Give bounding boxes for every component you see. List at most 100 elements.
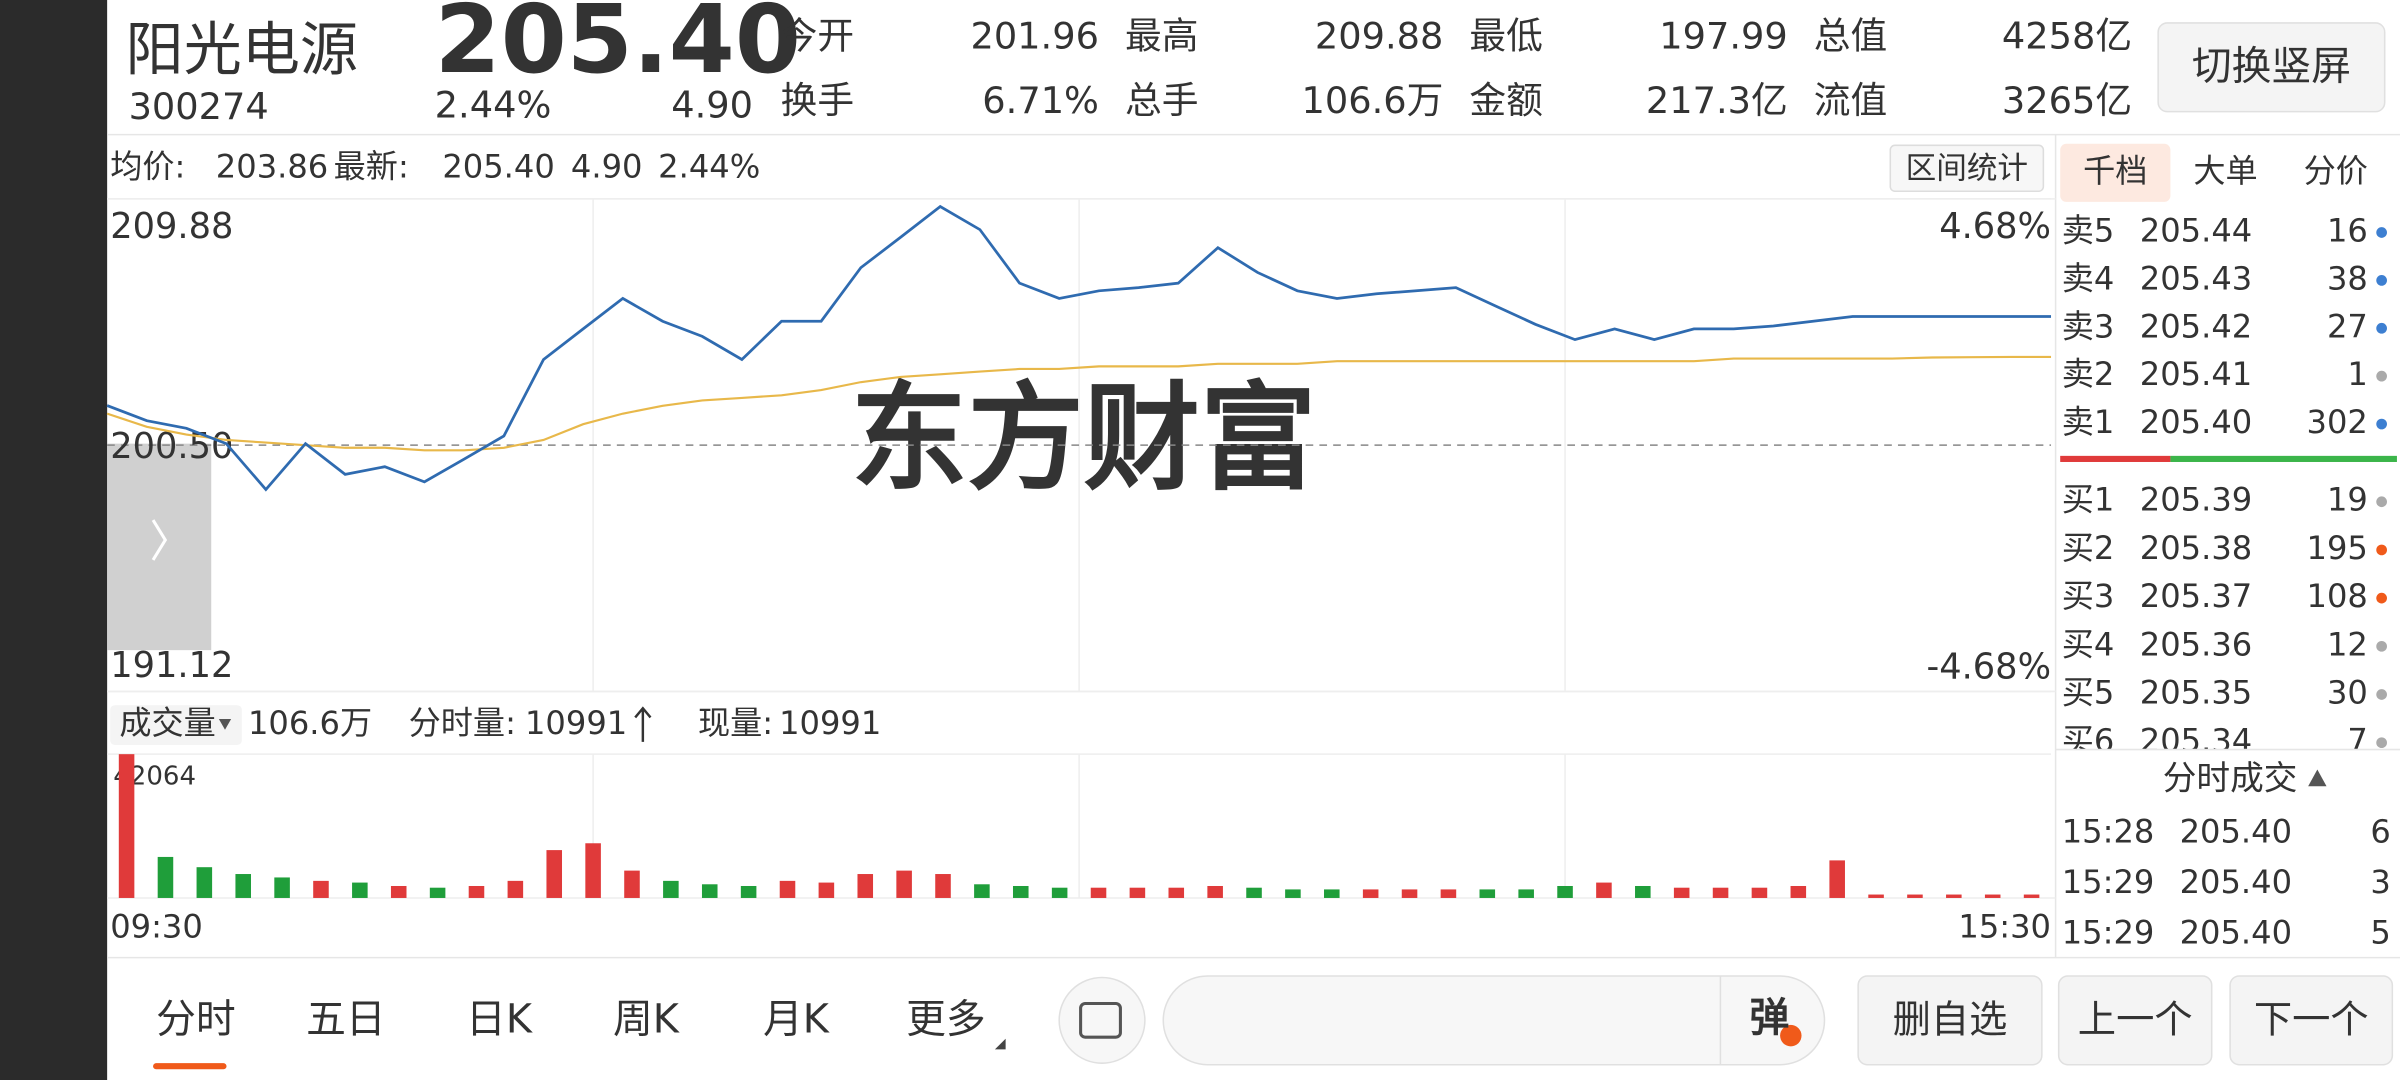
stat-value: 217.3亿: [1646, 79, 1788, 122]
book-price: 205.36: [2140, 625, 2252, 663]
nav-button[interactable]: 下一个: [2254, 997, 2369, 1042]
volume-bar: [274, 877, 290, 898]
volume-bar: [390, 885, 407, 898]
volume-bar: [1790, 885, 1807, 898]
stat-label: 换手: [781, 79, 854, 122]
bid-bar: [2170, 455, 2397, 462]
volume-bar: [1946, 894, 1962, 898]
volume-bar: [313, 880, 329, 898]
volume-bar: [857, 874, 874, 898]
note-button[interactable]: [1058, 976, 1146, 1064]
time-end: 15:30: [1958, 908, 2051, 946]
latest-value: 205.40: [442, 147, 554, 185]
up-arrow: [634, 706, 652, 742]
prev-button[interactable]: [2057, 975, 2213, 1066]
trade-price: 205.40: [2180, 813, 2292, 851]
time-start: 09:30: [110, 908, 203, 946]
volume-bar: [585, 843, 601, 898]
nav-tab[interactable]: 周K: [613, 996, 680, 1042]
stat-label: 金额: [1469, 79, 1542, 122]
trade-qty: 3: [2370, 863, 2390, 901]
change-pct: 2.44%: [435, 84, 552, 127]
more-arrow: [994, 1038, 1006, 1050]
volume-bar: [1168, 887, 1185, 898]
watermark: 东方财富: [851, 371, 1316, 506]
book-label: 卖4: [2062, 259, 2115, 297]
book-qty: 16: [2327, 212, 2368, 250]
trade-price: 205.40: [2180, 863, 2292, 901]
volume-bar: [157, 856, 174, 898]
volume-bar: [1207, 885, 1223, 898]
book-label: 买3: [2062, 577, 2115, 615]
book-label: 买5: [2062, 674, 2115, 712]
book-qty: 27: [2327, 307, 2368, 345]
book-label: 卖2: [2062, 355, 2115, 393]
book-label: 卖3: [2062, 307, 2115, 345]
book-price: 205.41: [2140, 355, 2252, 393]
volume-bar: [507, 880, 524, 898]
volume-bar: [1090, 887, 1107, 898]
book-tab[interactable]: 分价: [2304, 152, 2368, 190]
stat-value: 197.99: [1659, 15, 1788, 58]
avg-value: 203.86: [216, 147, 328, 185]
remove-button[interactable]: [1857, 975, 2043, 1066]
volume-bar: [1518, 889, 1534, 898]
book-qty: 108: [2307, 577, 2368, 615]
volume-selector[interactable]: [110, 705, 242, 745]
order-book: 卖5 205.44 16 卖4 205.43 38 卖3 205.42 27 卖2 205.41 1 卖…: [2062, 212, 2387, 750]
book-dot: [2376, 544, 2387, 556]
book-dot: [2376, 640, 2387, 652]
nav-tab[interactable]: 日K: [466, 996, 533, 1042]
price-line: [106, 204, 2052, 492]
trade-qty: 5: [2370, 914, 2390, 952]
volume-bar: [663, 880, 679, 898]
volume-bar: [235, 874, 251, 898]
volume-bar: [701, 884, 718, 898]
book-price: 205.44: [2140, 212, 2252, 250]
y-tick-label: 209.88: [110, 206, 233, 247]
nav-tab[interactable]: 五日: [306, 996, 386, 1042]
volume-bar: [1401, 889, 1418, 898]
volume-bar: [1712, 887, 1729, 898]
nav-tab[interactable]: 分时: [156, 996, 236, 1042]
nav-button[interactable]: 上一个: [2078, 997, 2193, 1042]
stock-code: 300274: [129, 85, 269, 128]
volume-bar: [1324, 889, 1340, 898]
book-tab[interactable]: 千档: [2083, 152, 2147, 190]
tab-selected[interactable]: [2060, 143, 2171, 202]
book-tab[interactable]: 大单: [2193, 152, 2257, 190]
volume-bar: [1868, 894, 1884, 898]
now-value: 10991: [779, 704, 881, 742]
book-dot: [2376, 227, 2387, 238]
stat-label: 最低: [1469, 15, 1542, 58]
nav-tab[interactable]: 更多: [906, 996, 986, 1042]
nav-tab[interactable]: 月K: [763, 996, 830, 1042]
stat-label: 总值: [1814, 15, 1887, 58]
volume-bar: [779, 880, 796, 898]
next-button[interactable]: [2229, 975, 2394, 1066]
range-button[interactable]: [1889, 144, 2045, 192]
book-price: 205.37: [2140, 577, 2252, 615]
volume-bar: [1673, 887, 1690, 898]
side-toggle[interactable]: [107, 443, 212, 651]
rotate-button[interactable]: [2157, 22, 2386, 113]
volume-bar: [2023, 894, 2040, 898]
left-edge: [0, 0, 108, 1080]
latest-label: 最新:: [334, 147, 409, 185]
note-icon: [1079, 1001, 1122, 1039]
volume-bar: [1479, 889, 1496, 898]
dropdown-arrow: [218, 718, 232, 730]
volume-bar: [468, 885, 485, 898]
nav-button[interactable]: 删自选: [1893, 997, 2008, 1042]
stat-label: 今开: [781, 15, 854, 58]
avg-label: 均价:: [110, 147, 185, 185]
book-price: 205.38: [2140, 529, 2252, 567]
comment-input[interactable]: [1162, 975, 1826, 1066]
volume-bar: [1984, 894, 2001, 898]
volume-label: 成交量: [119, 704, 215, 742]
pct-low: -4.68%: [1927, 647, 2052, 688]
volume-bar: [1362, 889, 1379, 898]
volume-bar: [1751, 887, 1768, 898]
stat-label: 总手: [1125, 79, 1198, 122]
